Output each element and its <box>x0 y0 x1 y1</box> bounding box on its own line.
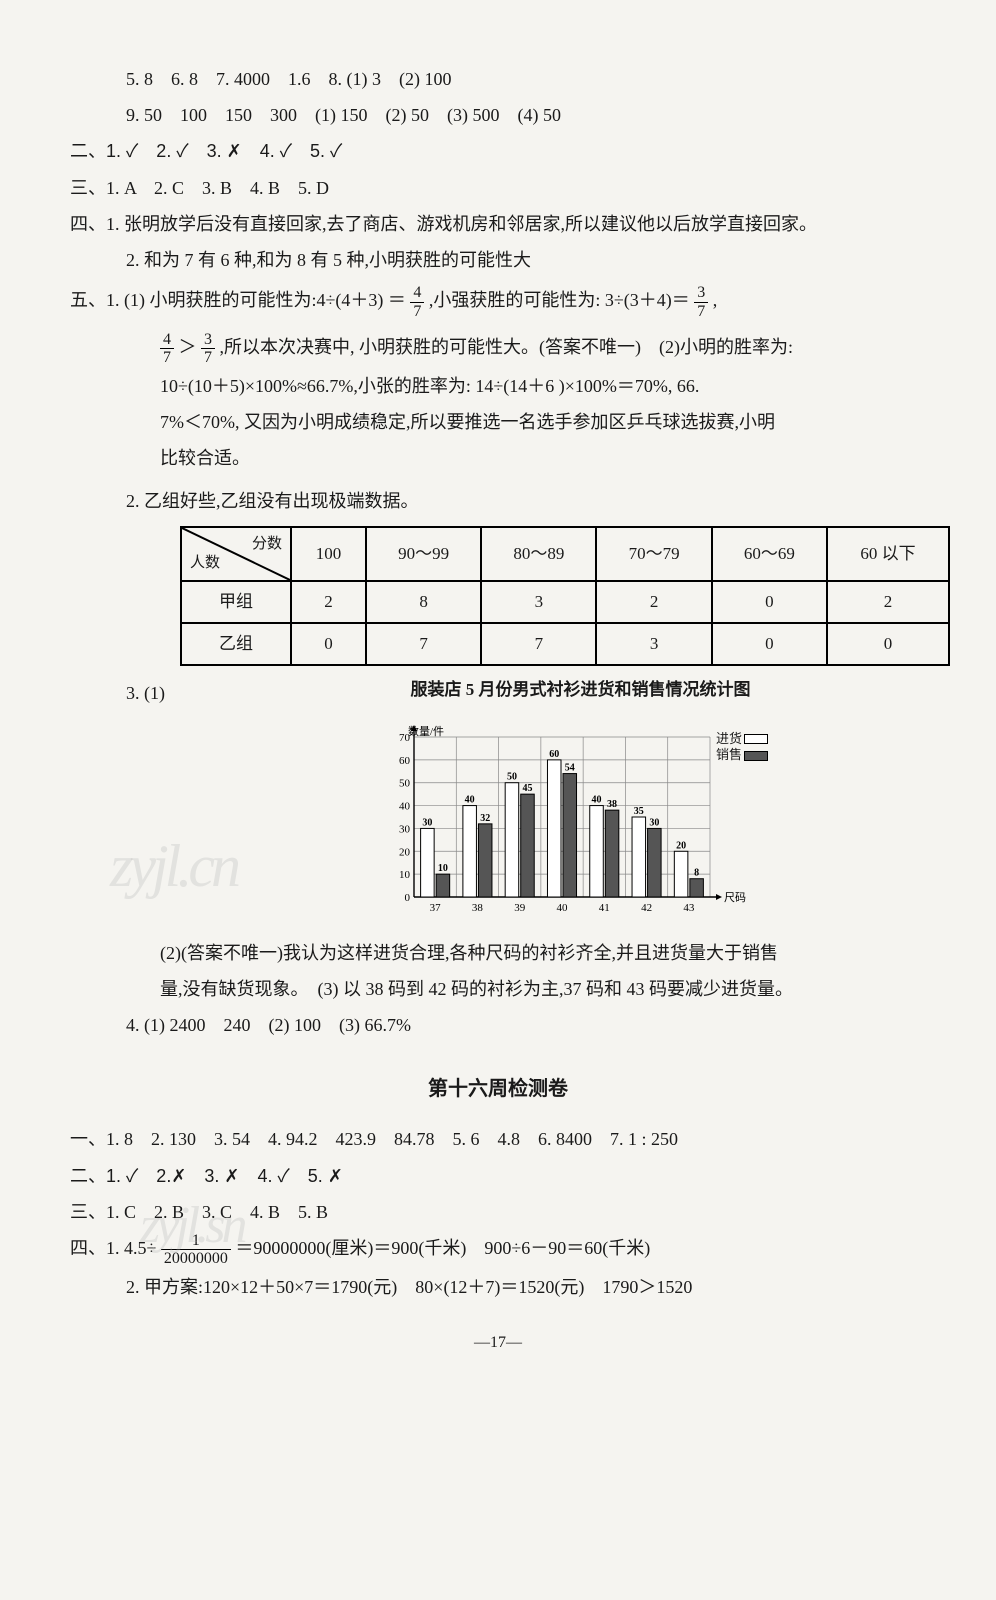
watermark-text: zyjl.cn <box>110 809 237 923</box>
col-header: 100 <box>291 527 366 581</box>
text-fragment: ＞ <box>179 337 197 357</box>
chart-title: 服装店 5 月份男式衬衫进货和销售情况统计图 <box>165 674 926 706</box>
svg-text:0: 0 <box>405 892 411 904</box>
cell: 7 <box>481 623 596 665</box>
section-5-item-1-line-5: 比较合适。 <box>70 441 926 475</box>
cell: 0 <box>291 623 366 665</box>
header-top-label: 分数 <box>252 530 282 559</box>
col-header: 80～89 <box>481 527 596 581</box>
chart-legend: 进货 销售 <box>716 731 768 765</box>
cell: 3 <box>481 581 596 623</box>
table-row: 乙组 0 7 7 3 0 0 <box>181 623 949 665</box>
svg-text:43: 43 <box>683 902 695 914</box>
legend-item-jinhuo: 进货 <box>716 731 768 748</box>
section-3-choice: 三、1. A 2. C 3. B 4. B 5. D <box>70 171 926 205</box>
cell: 0 <box>827 623 949 665</box>
header-bottom-label: 人数 <box>190 549 220 578</box>
section-2-judgment: 二、1. ✓ 2. ✓ 3. ✗ 4. ✓ 5. ✓ <box>70 134 926 168</box>
svg-text:30: 30 <box>399 823 411 835</box>
section-5-item-3-prefix: 3. (1) <box>70 676 165 710</box>
cell: 2 <box>291 581 366 623</box>
svg-text:35: 35 <box>634 806 644 817</box>
section-4-item-1: 四、1. 张明放学后没有直接回家,去了商店、游戏机房和邻居家,所以建议他以后放学… <box>70 207 926 241</box>
fraction-3-7: 37 <box>201 331 215 367</box>
text-fragment: ＝90000000(厘米)＝900(千米) 900÷6－90＝60(千米) <box>235 1238 650 1258</box>
cell: 8 <box>366 581 481 623</box>
svg-text:41: 41 <box>599 902 610 914</box>
svg-text:50: 50 <box>399 777 411 789</box>
legend-item-xiaoshou: 销售 <box>716 747 768 764</box>
section-5-item-1-line-3: 10÷(10＋5)×100%≈66.7%,小张的胜率为: 14÷(14＋6 )×… <box>70 369 926 403</box>
svg-text:40: 40 <box>399 800 411 812</box>
week16-section-1: 一、1. 8 2. 130 3. 54 4. 94.2 423.9 84.78 … <box>70 1122 926 1156</box>
svg-text:37: 37 <box>430 902 442 914</box>
text-fragment: 五、1. (1) 小明获胜的可能性为:4÷(4＋3) ＝ <box>70 290 410 310</box>
cell: 7 <box>366 623 481 665</box>
section-5-item-1-line-1: 五、1. (1) 小明获胜的可能性为:4÷(4＋3) ＝ 47 ,小强获胜的可能… <box>70 283 926 320</box>
cell: 0 <box>712 623 827 665</box>
cell: 0 <box>712 581 827 623</box>
svg-text:20: 20 <box>399 846 411 858</box>
table-row: 甲组 2 8 3 2 0 2 <box>181 581 949 623</box>
svg-text:50: 50 <box>507 771 517 782</box>
cell: 2 <box>596 581 711 623</box>
svg-text:54: 54 <box>565 762 575 773</box>
section-5-item-3-line-2: (2)(答案不唯一)我认为这样进货合理,各种尺码的衬衫齐全,并且进货量大于销售 <box>70 936 926 970</box>
svg-text:20: 20 <box>676 840 686 851</box>
text-fragment: , <box>713 290 718 310</box>
fraction-4-7: 47 <box>410 284 424 320</box>
row-label: 甲组 <box>181 581 291 623</box>
svg-text:10: 10 <box>399 869 411 881</box>
fraction-4-7: 47 <box>160 331 174 367</box>
section-5-item-2: 2. 乙组好些,乙组没有出现极端数据。 <box>70 484 926 518</box>
svg-text:38: 38 <box>472 902 484 914</box>
svg-text:8: 8 <box>694 867 699 878</box>
svg-text:32: 32 <box>480 812 490 823</box>
svg-text:60: 60 <box>549 748 559 759</box>
watermark-text: zyjl.sn <box>140 1177 243 1276</box>
cell: 2 <box>827 581 949 623</box>
section-5-item-3-line-3: 量,没有缺货现象。 (3) 以 38 码到 42 码的衬衫为主,37 码和 43… <box>70 972 926 1006</box>
col-header: 60 以下 <box>827 527 949 581</box>
svg-text:45: 45 <box>522 783 532 794</box>
svg-text:尺码: 尺码 <box>724 891 746 904</box>
score-table: 分数 人数 100 90～99 80～89 70～79 60～69 60 以下 … <box>180 526 950 667</box>
svg-text:39: 39 <box>514 902 526 914</box>
svg-text:40: 40 <box>557 902 569 914</box>
week16-section-3: zyjl.sn 三、1. C 2. B 3. C 4. B 5. B <box>70 1195 926 1229</box>
table-header-row: 分数 人数 100 90～99 80～89 70～79 60～69 60 以下 <box>181 527 949 581</box>
answer-line-5: 5. 8 6. 8 7. 4000 1.6 8. (1) 3 (2) 100 <box>70 62 926 96</box>
fraction-3-7: 37 <box>694 284 708 320</box>
chart-svg: 010203040506070数量/件尺码3010374032385045396… <box>380 719 750 919</box>
svg-text:10: 10 <box>438 863 448 874</box>
svg-text:42: 42 <box>641 902 652 914</box>
row-label: 乙组 <box>181 623 291 665</box>
text-fragment: ,小强获胜的可能性为: 3÷(3＋4)＝ <box>429 290 690 310</box>
svg-text:40: 40 <box>465 794 475 805</box>
svg-text:30: 30 <box>649 817 659 828</box>
svg-text:38: 38 <box>607 799 617 810</box>
section-5-item-1-line-2: 47 ＞ 37 ,所以本次决赛中, 小明获胜的可能性大。(答案不唯一) (2)小… <box>70 330 926 367</box>
week-16-heading: 第十六周检测卷 <box>70 1070 926 1108</box>
bar-chart: zyjl.cn 进货 销售 010203040506070数量/件尺码30103… <box>380 719 760 930</box>
text-fragment: ,所以本次决赛中, 小明获胜的可能性大。(答案不唯一) (2)小明的胜率为: <box>220 337 793 357</box>
col-header: 90～99 <box>366 527 481 581</box>
svg-text:数量/件: 数量/件 <box>408 725 444 738</box>
section-4-item-2: 2. 和为 7 有 6 种,和为 8 有 5 种,小明获胜的可能性大 <box>70 243 926 277</box>
svg-text:60: 60 <box>399 754 411 766</box>
answer-line-9: 9. 50 100 150 300 (1) 150 (2) 50 (3) 500… <box>70 98 926 132</box>
section-5-item-1-line-4: 7%＜70%, 又因为小明成绩稳定,所以要推选一名选手参加区乒乓球选拔赛,小明 <box>70 405 926 439</box>
col-header: 70～79 <box>596 527 711 581</box>
col-header: 60～69 <box>712 527 827 581</box>
page-number: —17— <box>70 1328 926 1358</box>
section-5-item-4: 4. (1) 2400 240 (2) 100 (3) 66.7% <box>70 1008 926 1042</box>
diagonal-header-cell: 分数 人数 <box>181 527 291 581</box>
svg-text:40: 40 <box>592 794 602 805</box>
svg-text:30: 30 <box>422 817 432 828</box>
cell: 3 <box>596 623 711 665</box>
